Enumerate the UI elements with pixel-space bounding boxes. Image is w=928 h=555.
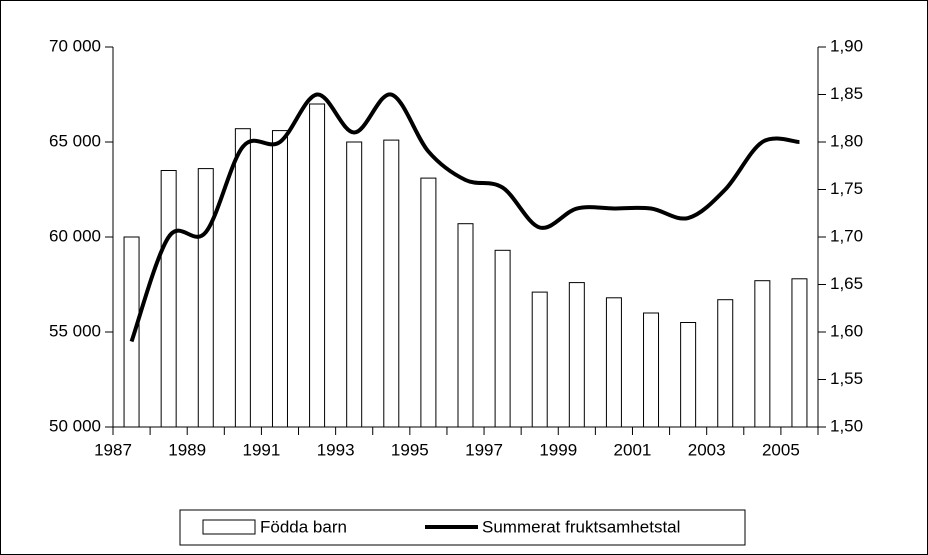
x-tick-label: 1987	[94, 440, 132, 459]
y2-tick-label: 1,80	[830, 131, 863, 150]
y2-tick-label: 1,75	[830, 179, 863, 198]
x-tick-label: 2005	[762, 440, 800, 459]
bar	[346, 141, 363, 428]
bar	[309, 103, 326, 428]
y2-tick-label: 1,85	[830, 84, 863, 103]
x-tick-label: 2001	[614, 440, 652, 459]
bar	[717, 299, 734, 428]
bar	[160, 170, 177, 428]
bar	[420, 177, 437, 428]
legend-label: Summerat fruktsamhetstal	[482, 517, 680, 536]
y2-tick-label: 1,90	[830, 36, 863, 55]
bar	[680, 322, 697, 428]
bar	[234, 128, 251, 428]
bar	[494, 249, 511, 428]
y-tick-label: 50 000	[49, 416, 101, 435]
x-tick-label: 1995	[391, 440, 429, 459]
y-tick-label: 65 000	[49, 131, 101, 150]
y2-tick-label: 1,50	[830, 416, 863, 435]
bar	[568, 282, 585, 428]
y-tick-label: 55 000	[49, 321, 101, 340]
bar	[197, 168, 214, 428]
bar	[383, 139, 400, 428]
y2-tick-label: 1,65	[830, 274, 863, 293]
bar	[643, 312, 660, 428]
legend-label: Födda barn	[260, 517, 347, 536]
x-tick-label: 2003	[688, 440, 726, 459]
bar	[457, 223, 474, 428]
bar	[123, 236, 140, 428]
y2-tick-label: 1,70	[830, 226, 863, 245]
bar	[271, 130, 288, 428]
x-tick-label: 1991	[243, 440, 281, 459]
bar	[791, 278, 808, 428]
y2-tick-label: 1,55	[830, 369, 863, 388]
y-tick-label: 70 000	[49, 36, 101, 55]
legend-swatch	[202, 519, 256, 535]
y2-tick-label: 1,60	[830, 321, 863, 340]
x-tick-label: 1993	[317, 440, 355, 459]
bar	[605, 297, 622, 428]
bar	[531, 291, 548, 428]
line	[129, 92, 800, 343]
bar	[754, 280, 771, 428]
x-tick-label: 1997	[465, 440, 503, 459]
x-tick-label: 1989	[168, 440, 206, 459]
x-tick-label: 1999	[539, 440, 577, 459]
y-tick-label: 60 000	[49, 226, 101, 245]
